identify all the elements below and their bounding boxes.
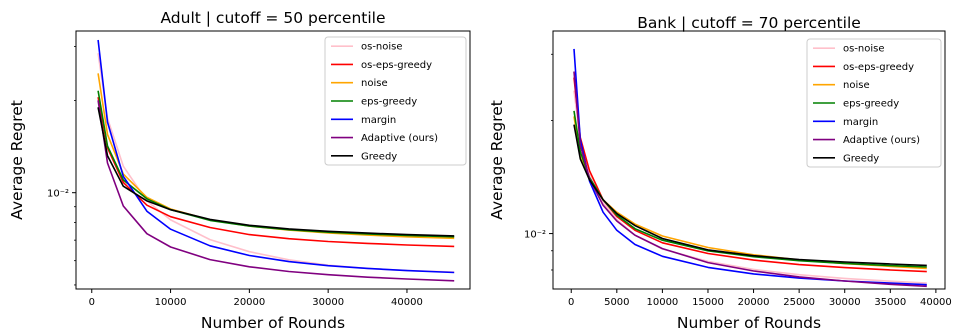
x-tick-label: 10000 [155,297,187,308]
x-tick-label: 5000 [604,297,629,308]
x-tick-label: 40000 [391,297,423,308]
x-tick-label: 20000 [233,297,265,308]
x-tick-label: 25000 [783,297,815,308]
legend-label: os-noise [843,44,885,55]
x-tick-label: 10000 [646,297,678,308]
series-line-eps-greedy [97,90,455,238]
x-tick-label: 15000 [692,297,724,308]
legend-label: Greedy [843,153,879,164]
legend-label: noise [361,78,388,89]
x-tick-label: 30000 [829,297,861,308]
series-group [573,48,927,288]
legend-label: margin [843,117,878,128]
legend-label: os-eps-greedy [361,60,432,71]
y-axis-label: Average Regret [488,100,506,220]
series-line-os-eps-greedy [97,97,455,248]
y-tick-label: 10⁻² [524,230,546,241]
legend-label: eps-greedy [361,97,417,108]
legend-label: os-eps-greedy [843,62,914,73]
series-line-greedy [97,107,455,237]
series-line-greedy [573,124,927,267]
legend-box [324,36,467,166]
plot-frame [75,30,471,290]
legend: os-noise os-eps-greedy noise eps-greedy marg… [806,38,942,168]
chart-adult: 0 10000 20000 30000 40000 10⁻² Adult | cutoff … [8,9,471,331]
legend-box [806,38,942,168]
y-tick-label: 10⁻² [47,189,69,200]
legend-label: Adaptive (ours) [361,133,438,144]
legend-label: Greedy [361,151,397,162]
series-group [97,39,455,282]
series-line-os-eps-greedy [573,77,927,273]
x-axis-label: Number of Rounds [201,314,345,331]
legend-label: Adaptive (ours) [843,135,920,146]
x-tick-label: 20000 [738,297,770,308]
y-axis-label: Average Regret [8,100,26,220]
chart-title: Bank | cutoff = 70 percentile [637,14,861,32]
x-axis-label: Number of Rounds [677,314,821,331]
x-tick-label: 0 [568,297,574,308]
chart-bank: 0 5000 10000 15000 20000 25000 30000 35000 40000… [488,14,952,331]
x-tick-label: 30000 [312,297,344,308]
plot-frame [552,30,946,290]
x-tick-label: 35000 [874,297,906,308]
chart-title: Adult | cutoff = 50 percentile [160,9,385,27]
series-line-margin [97,39,455,274]
x-tick-label: 0 [89,297,95,308]
legend: os-noise os-eps-greedy noise eps-greedy marg… [324,36,467,166]
legend-label: margin [361,115,396,126]
x-tick-label: 40000 [920,297,952,308]
legend-label: noise [843,80,870,91]
legend-label: eps-greedy [843,99,899,110]
series-line-adaptive-ours [97,100,455,282]
legend-label: os-noise [361,42,403,53]
